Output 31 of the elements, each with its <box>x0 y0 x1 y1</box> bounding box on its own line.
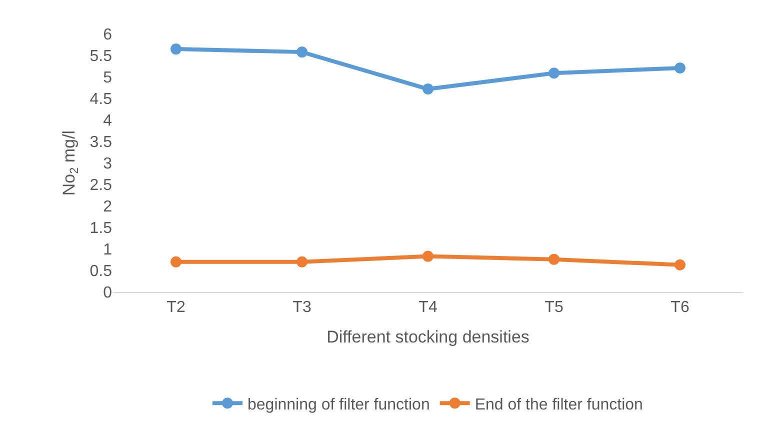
legend-label: End of the filter function <box>474 396 643 414</box>
y-tick-label: 2.5 <box>90 177 112 194</box>
x-tick-label: T6 <box>670 299 690 316</box>
y-tick-label: 4.5 <box>90 91 112 108</box>
y-tick-label: 3 <box>103 156 112 173</box>
y-tick-label: 0 <box>103 284 112 302</box>
y-tick-label: 5 <box>103 70 112 87</box>
y-tick-label: 3.5 <box>90 134 112 152</box>
point <box>548 254 560 265</box>
point <box>296 256 308 268</box>
x-tick-label: T3 <box>292 299 312 316</box>
point <box>170 256 182 268</box>
point <box>422 250 434 262</box>
x-tick-label: T4 <box>418 299 438 316</box>
y-tick-label: 0.5 <box>90 263 112 280</box>
y-tick-label: 6 <box>103 26 112 44</box>
point <box>170 44 182 55</box>
x-tick-label: T2 <box>166 299 186 316</box>
point <box>296 46 308 58</box>
x-tick-label: T5 <box>544 299 564 316</box>
y-tick-label: 1.5 <box>90 220 112 238</box>
y-tick-label: 1 <box>103 242 112 259</box>
point <box>674 259 686 270</box>
point <box>422 84 434 95</box>
point <box>674 62 686 74</box>
y-tick-label: 5.5 <box>90 48 112 66</box>
point <box>548 68 560 79</box>
x-axis-title: Different stocking densities <box>326 328 530 347</box>
y-tick-label: 4 <box>103 112 112 130</box>
y-tick-label: 2 <box>103 198 112 216</box>
legend-label: beginning of filter function <box>248 396 430 414</box>
